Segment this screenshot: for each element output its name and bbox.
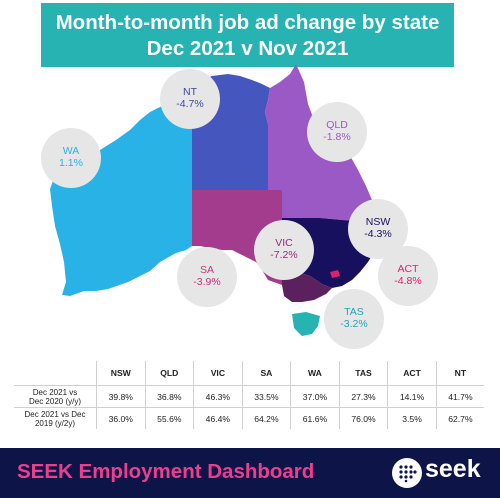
col-header: TAS bbox=[338, 361, 388, 386]
row-label-line: Dec 2021 vs bbox=[32, 387, 78, 397]
act-label: ACT bbox=[397, 263, 419, 275]
table-cell: 76.0% bbox=[338, 407, 388, 429]
table-row: Dec 2021 vs Dec 2020 (y/y) 39.8% 36.8% 4… bbox=[14, 385, 484, 408]
tas-label: TAS bbox=[344, 306, 364, 318]
bubble-vic: VIC -7.2% bbox=[254, 220, 314, 280]
table-cell: 33.5% bbox=[241, 385, 291, 408]
vic-label: VIC bbox=[275, 237, 293, 249]
nt-value: -4.7% bbox=[176, 98, 204, 110]
state-wa[interactable] bbox=[50, 96, 192, 296]
col-header: VIC bbox=[193, 361, 243, 386]
table-cell: 46.3% bbox=[193, 385, 243, 408]
col-header: NT bbox=[435, 361, 484, 386]
col-header: QLD bbox=[144, 361, 194, 386]
bubble-act: ACT -4.8% bbox=[378, 246, 438, 306]
table-cell: 3.5% bbox=[387, 407, 437, 429]
title-line-1: Month-to-month job ad change by state bbox=[55, 11, 440, 34]
row-label-line: 2019 (y/2y) bbox=[34, 418, 76, 428]
nt-label: NT bbox=[183, 86, 197, 98]
table-cell: 37.0% bbox=[290, 385, 340, 408]
growth-table: NSW QLD VIC SA WA TAS ACT NT Dec 2021 vs… bbox=[14, 361, 484, 429]
row-label: Dec 2021 vs Dec 2019 (y/2y) bbox=[14, 407, 97, 429]
table-cell: 41.7% bbox=[435, 385, 484, 408]
title-line-2: Dec 2021 v Nov 2021 bbox=[146, 37, 349, 60]
sa-value: -3.9% bbox=[193, 276, 221, 288]
qld-value: -1.8% bbox=[323, 131, 351, 143]
table-cell: 55.6% bbox=[144, 407, 194, 429]
table-cell: 61.6% bbox=[290, 407, 340, 429]
chart-title-box: Month-to-month job ad change by state De… bbox=[41, 3, 454, 67]
table-cell: 36.0% bbox=[96, 407, 146, 429]
bubble-wa: WA 1.1% bbox=[41, 128, 101, 188]
nsw-label: NSW bbox=[365, 216, 391, 228]
qld-label: QLD bbox=[326, 119, 348, 131]
table-cell: 36.8% bbox=[144, 385, 194, 408]
wa-label: WA bbox=[62, 145, 80, 157]
tas-value: -3.2% bbox=[340, 318, 368, 330]
nsw-value: -4.3% bbox=[364, 228, 392, 240]
wa-value: 1.1% bbox=[59, 157, 83, 169]
col-header: WA bbox=[290, 361, 340, 386]
table-cell: 62.7% bbox=[435, 407, 484, 429]
col-header: ACT bbox=[387, 361, 437, 386]
state-tas[interactable] bbox=[292, 312, 320, 336]
table-row: Dec 2021 vs Dec 2019 (y/2y) 36.0% 55.6% … bbox=[14, 407, 484, 429]
table-cell: 39.8% bbox=[96, 385, 146, 408]
row-label: Dec 2021 vs Dec 2020 (y/y) bbox=[14, 385, 97, 408]
table-cell: 46.4% bbox=[193, 407, 243, 429]
table-header-row: NSW QLD VIC SA WA TAS ACT NT bbox=[14, 361, 484, 386]
dashboard-title: SEEK Employment Dashboard bbox=[17, 460, 315, 483]
bubble-qld: QLD -1.8% bbox=[307, 102, 367, 162]
seek-brand-text: seek bbox=[425, 455, 481, 483]
seek-dots-icon bbox=[392, 458, 422, 488]
vic-value: -7.2% bbox=[270, 249, 298, 261]
sa-label: SA bbox=[199, 264, 214, 276]
bubble-nt: NT -4.7% bbox=[160, 69, 220, 129]
row-label-line: Dec 2021 vs Dec bbox=[24, 409, 86, 419]
act-value: -4.8% bbox=[394, 275, 422, 287]
col-header: NSW bbox=[96, 361, 146, 386]
row-label-line: Dec 2020 (y/y) bbox=[28, 396, 82, 406]
state-act[interactable] bbox=[330, 270, 340, 278]
australia-map: WA 1.1% NT -4.7% QLD -1.8% SA -3.9% NSW … bbox=[41, 64, 438, 349]
bubble-tas: TAS -3.2% bbox=[324, 289, 384, 349]
table-cell: 27.3% bbox=[338, 385, 388, 408]
table-corner bbox=[14, 361, 97, 386]
table-cell: 14.1% bbox=[387, 385, 437, 408]
col-header: SA bbox=[241, 361, 291, 386]
bubble-sa: SA -3.9% bbox=[177, 247, 237, 307]
table-cell: 64.2% bbox=[241, 407, 291, 429]
